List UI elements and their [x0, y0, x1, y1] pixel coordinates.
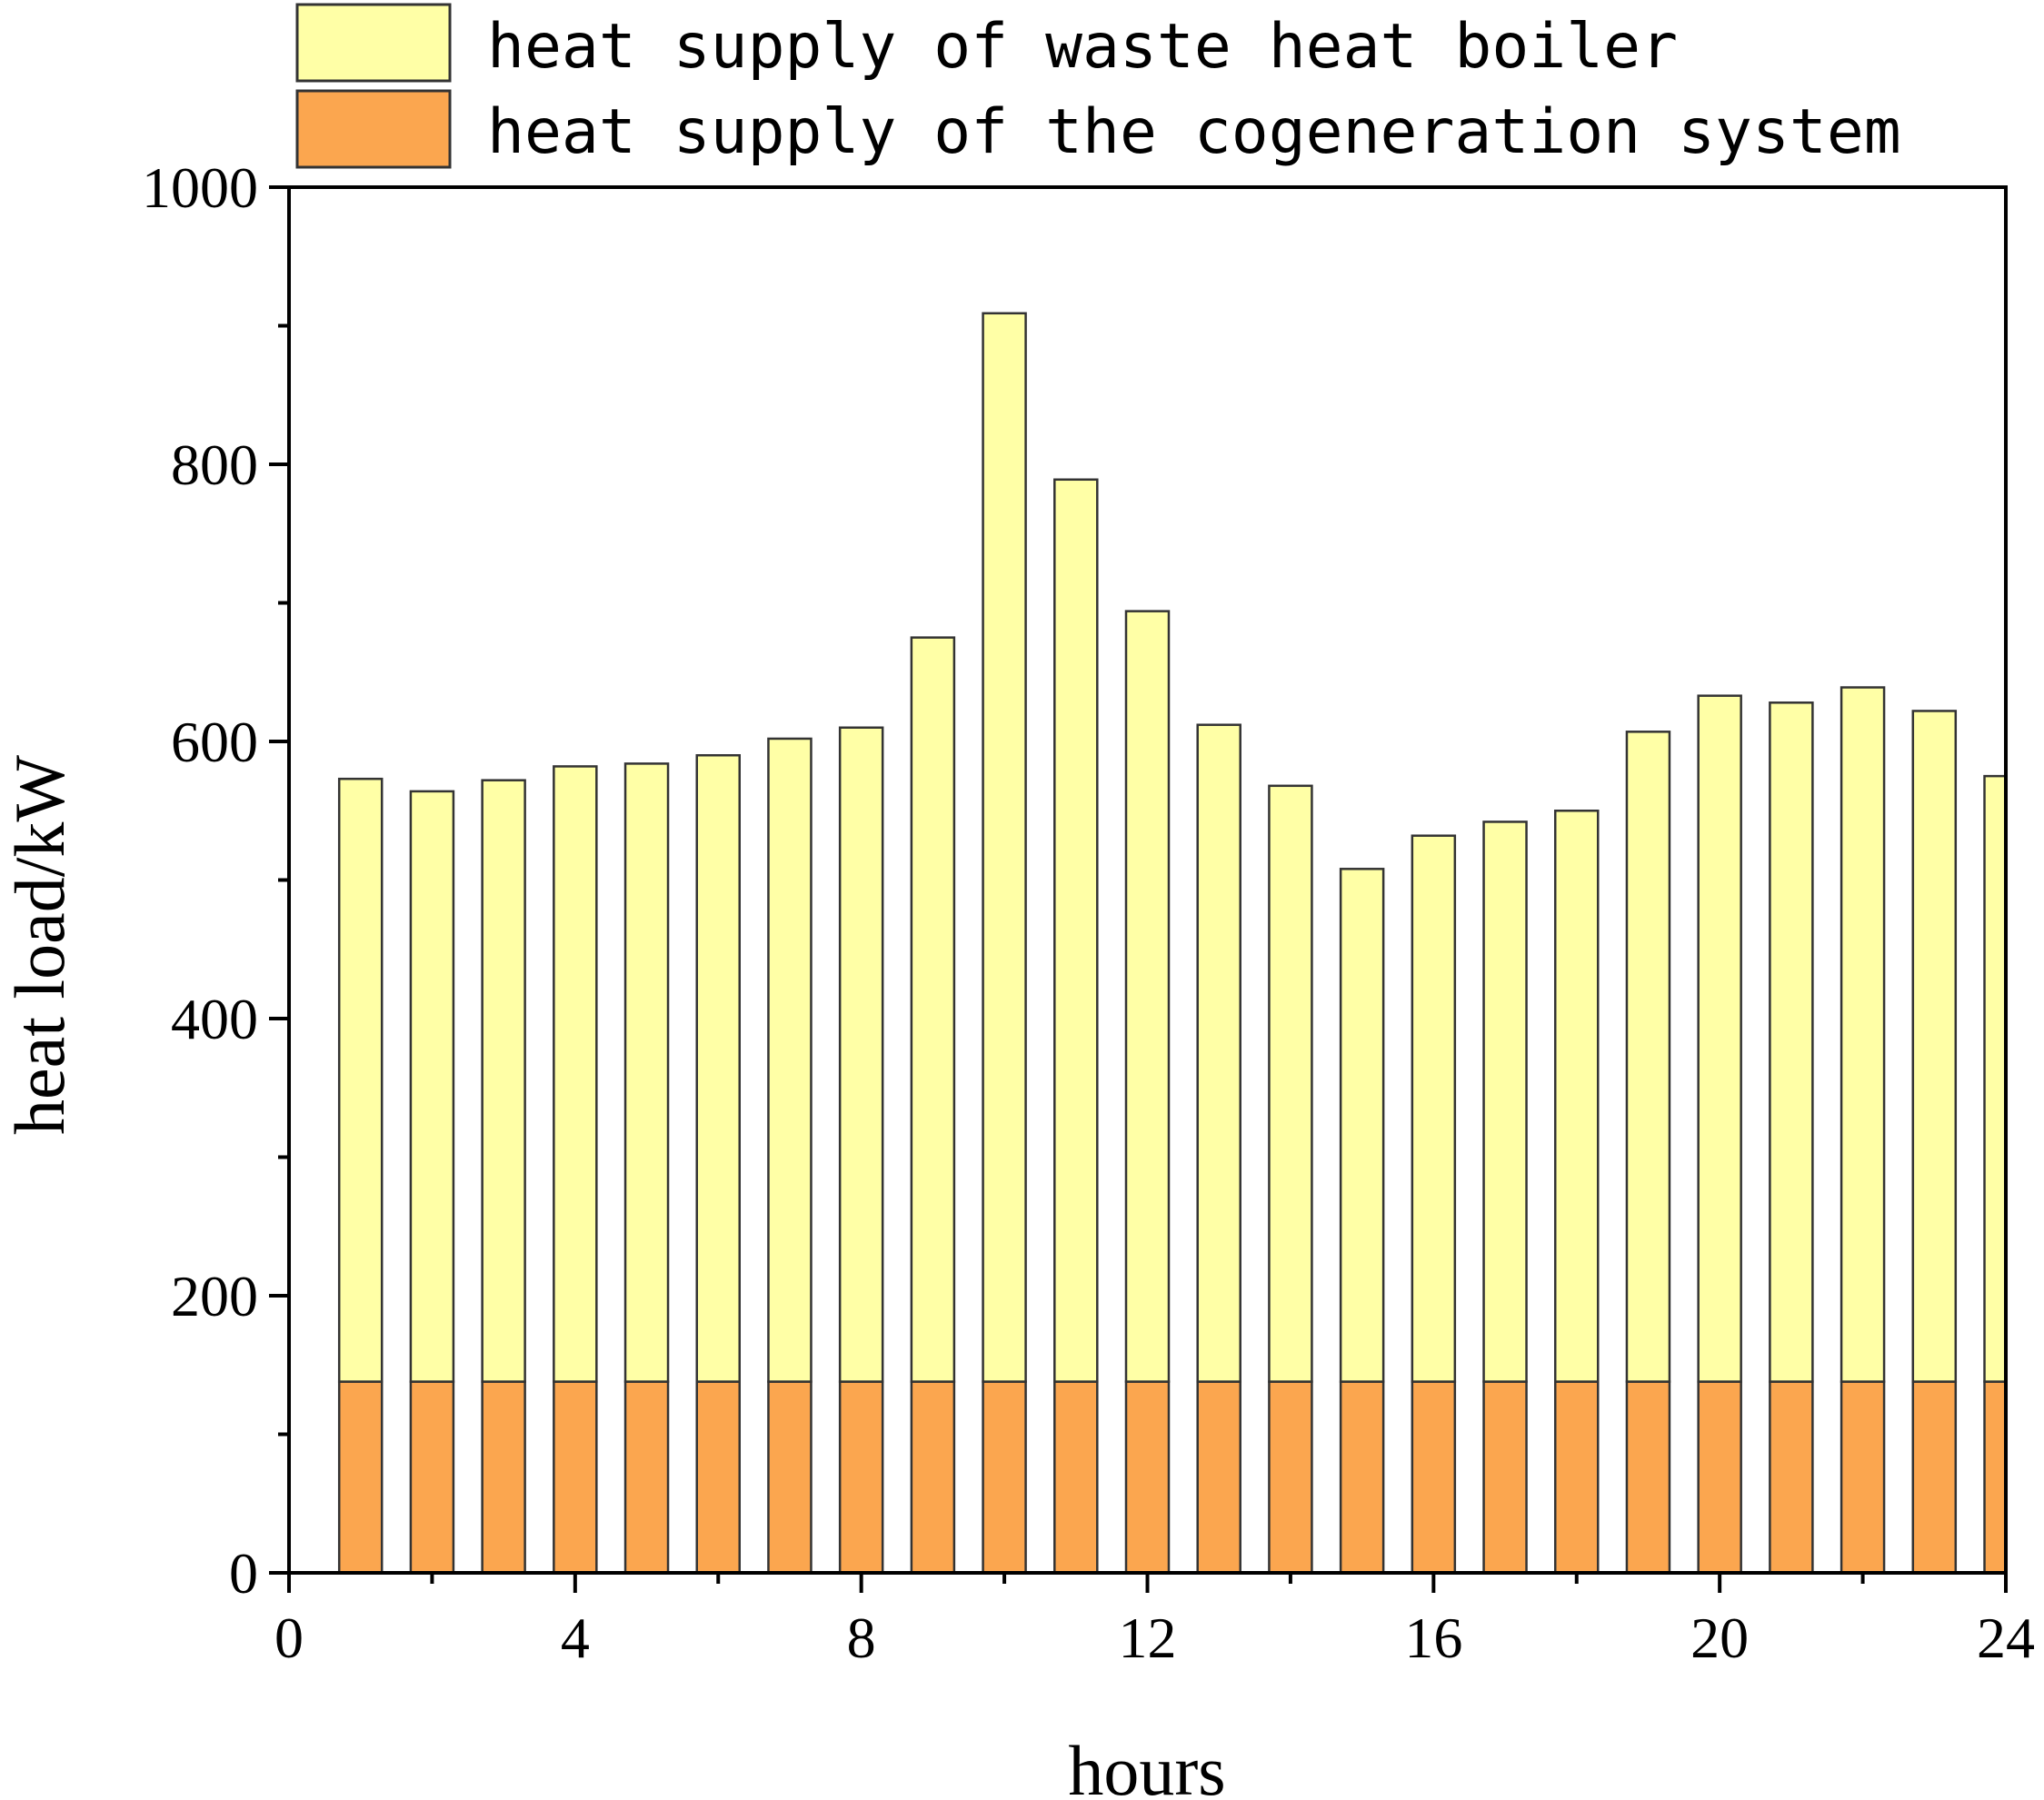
bar-cogeneration-hour-13 [1196, 1380, 1241, 1575]
bar-cogeneration-hour-17 [1482, 1380, 1528, 1575]
bar-waste-heat-boiler-hour-3 [481, 779, 526, 1383]
x-tick-label: 8 [847, 1606, 876, 1670]
bar-waste-heat-boiler-hour-17 [1482, 820, 1528, 1383]
x-tick-label: 12 [1119, 1606, 1177, 1670]
bar-cogeneration-hour-5 [623, 1380, 670, 1575]
bar-cogeneration-hour-4 [553, 1380, 598, 1575]
bar-cogeneration-hour-15 [1339, 1380, 1385, 1575]
bar-waste-heat-boiler-hour-2 [409, 790, 455, 1383]
bar-waste-heat-boiler-hour-18 [1554, 810, 1600, 1383]
bar-waste-heat-boiler-hour-9 [910, 636, 956, 1383]
bar-waste-heat-boiler-hour-19 [1625, 731, 1671, 1383]
legend-swatch-cogeneration [295, 89, 452, 169]
ticks-group: 0 200 400 600 800 1000 0 4 8 12 16 20 24 [142, 155, 2035, 1670]
bars-group [337, 312, 2008, 1575]
bar-waste-heat-boiler-hour-20 [1697, 694, 1742, 1383]
bar-cogeneration-hour-6 [695, 1380, 741, 1575]
bar-cogeneration-hour-9 [910, 1380, 956, 1575]
legend: heat supply of waste heat boiler heat su… [295, 3, 1901, 169]
bar-waste-heat-boiler-hour-5 [623, 762, 670, 1383]
bar-cogeneration-hour-7 [767, 1380, 813, 1575]
bar-waste-heat-boiler-hour-15 [1339, 868, 1385, 1383]
bar-cogeneration-hour-22 [1840, 1380, 1886, 1575]
bar-cogeneration-hour-19 [1625, 1380, 1671, 1575]
bar-cogeneration-hour-24 [1983, 1380, 2008, 1575]
bar-cogeneration-hour-18 [1554, 1380, 1600, 1575]
bar-waste-heat-boiler-hour-21 [1769, 701, 1814, 1383]
y-tick-label: 0 [229, 1541, 258, 1606]
bar-cogeneration-hour-20 [1697, 1380, 1742, 1575]
x-tick-label: 24 [1977, 1606, 2035, 1670]
bar-cogeneration-hour-1 [337, 1380, 384, 1575]
legend-swatch-waste-heat-boiler [295, 3, 452, 83]
bar-cogeneration-hour-11 [1053, 1380, 1099, 1575]
bar-waste-heat-boiler-hour-11 [1053, 478, 1099, 1383]
bar-waste-heat-boiler-hour-24 [1983, 774, 2008, 1383]
y-tick-label: 200 [171, 1264, 258, 1328]
legend-label-waste-heat-boiler: heat supply of waste heat boiler [487, 11, 1678, 83]
bar-waste-heat-boiler-hour-7 [767, 737, 813, 1383]
x-tick-label: 16 [1404, 1606, 1462, 1670]
x-tick-label: 20 [1690, 1606, 1749, 1670]
bar-cogeneration-hour-8 [838, 1380, 884, 1575]
bar-waste-heat-boiler-hour-8 [838, 726, 884, 1383]
x-tick-label: 0 [274, 1606, 304, 1670]
x-tick-label: 4 [561, 1606, 590, 1670]
y-axis-title: heat load/kW [0, 755, 79, 1135]
y-tick-label: 600 [171, 710, 258, 774]
bar-waste-heat-boiler-hour-10 [982, 312, 1027, 1383]
bar-cogeneration-hour-14 [1268, 1380, 1313, 1575]
bar-cogeneration-hour-21 [1769, 1380, 1814, 1575]
x-axis-title: hours [1068, 1731, 1225, 1800]
y-tick-label: 1000 [142, 155, 258, 220]
bar-waste-heat-boiler-hour-14 [1268, 784, 1313, 1383]
y-tick-label: 400 [171, 987, 258, 1051]
bar-cogeneration-hour-2 [409, 1380, 455, 1575]
bar-cogeneration-hour-12 [1124, 1380, 1171, 1575]
bar-cogeneration-hour-3 [481, 1380, 526, 1575]
bar-waste-heat-boiler-hour-23 [1911, 710, 1958, 1383]
bar-cogeneration-hour-16 [1411, 1380, 1457, 1575]
plot-frame [287, 185, 2008, 1575]
bar-cogeneration-hour-10 [982, 1380, 1027, 1575]
bar-waste-heat-boiler-hour-16 [1411, 834, 1457, 1383]
bar-waste-heat-boiler-hour-6 [695, 754, 741, 1383]
bar-waste-heat-boiler-hour-13 [1196, 723, 1241, 1383]
bar-cogeneration-hour-23 [1911, 1380, 1958, 1575]
bar-waste-heat-boiler-hour-4 [553, 765, 598, 1383]
bar-waste-heat-boiler-hour-1 [337, 777, 384, 1383]
bar-waste-heat-boiler-hour-22 [1840, 686, 1886, 1383]
y-tick-label: 800 [171, 433, 258, 497]
bar-waste-heat-boiler-hour-12 [1124, 610, 1171, 1383]
legend-label-cogeneration: heat supply of the cogeneration system [487, 96, 1901, 168]
